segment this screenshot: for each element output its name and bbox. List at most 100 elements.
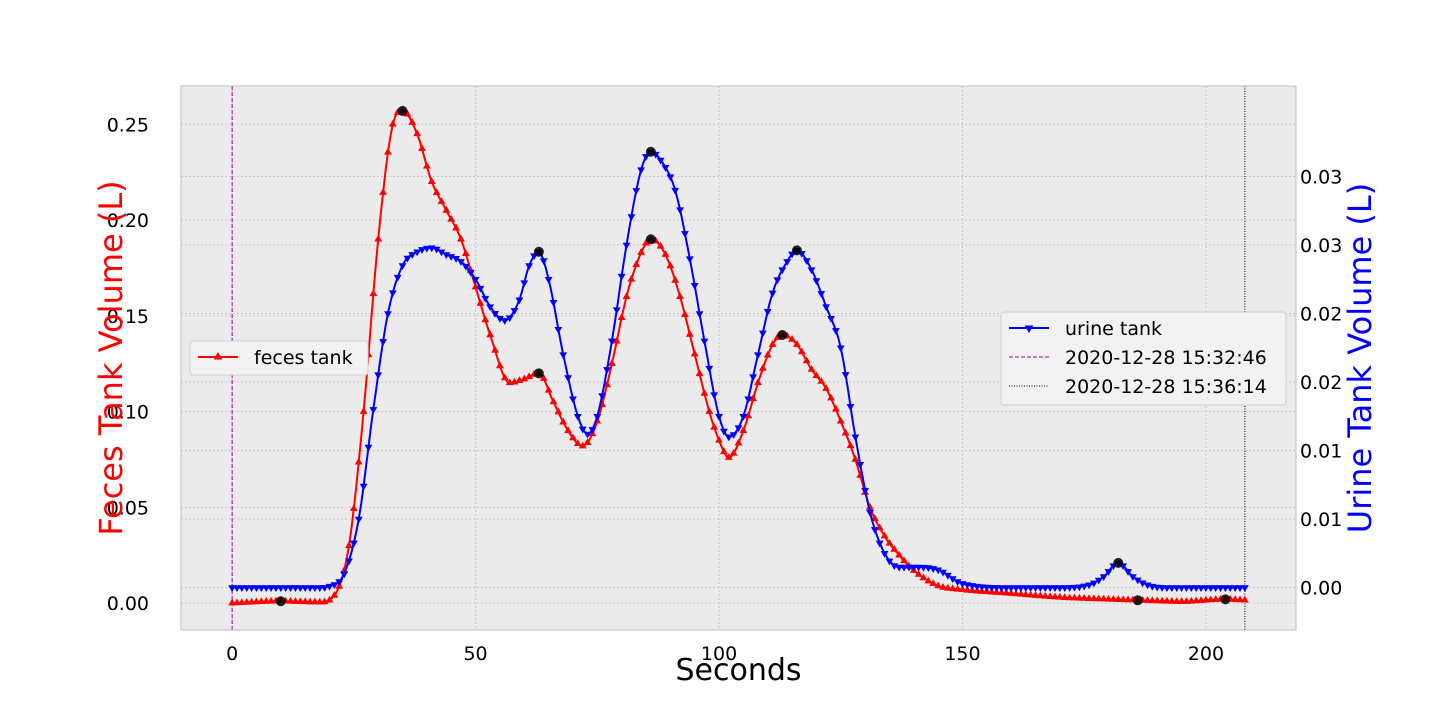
feces-marker [924,576,933,584]
urine-marker [403,255,412,263]
urine-marker [812,278,821,285]
urine-marker [452,256,461,263]
feces-marker [1114,595,1123,602]
feces-marker [1085,594,1093,601]
urine-marker [749,374,758,382]
urine-marker [539,258,548,266]
feces-marker [515,376,524,384]
y-right-tick-label: 0.00 [1300,578,1342,600]
urine-marker [617,273,626,281]
urine-marker [773,277,782,285]
urine-marker [744,396,753,404]
urine-marker [710,392,719,400]
feces-marker [413,129,422,137]
urine-marker [822,304,831,312]
feces-marker [890,545,899,552]
urine-marker [573,413,582,421]
urine-marker [934,567,943,575]
urine-marker [447,254,456,261]
feces-marker [359,407,368,414]
feces-marker [1163,596,1171,604]
feces-marker [617,313,626,320]
feces-marker [934,581,943,589]
feces-marker [301,597,310,605]
feces-marker [564,426,573,434]
legend-urine-box [1000,311,1287,406]
urine-marker [866,509,874,517]
feces-marker [491,345,499,353]
feces-marker [715,435,723,443]
feces-marker [812,371,821,379]
urine-marker [715,413,723,421]
urine-marker [505,315,514,323]
urine-marker [700,338,709,346]
feces-marker [1070,593,1079,601]
feces-marker [943,583,952,591]
y-left-tick-label: 0.15 [107,306,149,328]
feces-marker [1007,589,1016,596]
feces-marker [919,573,928,581]
x-tick-label: 50 [463,643,487,665]
legend-right-label: 2020-12-28 15:32:46 [1065,347,1267,369]
feces-marker [695,369,704,377]
feces-marker [681,310,689,317]
urine-marker [671,187,680,195]
feces-marker [427,177,436,185]
feces-marker [661,250,670,257]
urine-marker [461,263,470,271]
urine-marker [393,274,402,282]
urine-marker [481,295,490,303]
feces-marker [1143,596,1152,603]
feces-marker [963,585,972,593]
urine-marker [349,540,358,548]
urine-marker [598,393,607,400]
feces-marker [1036,591,1045,599]
feces-marker [354,457,363,465]
urine-marker [734,425,743,433]
legend-feces-box [189,340,369,376]
feces-marker [758,364,767,371]
urine-marker [754,352,762,360]
urine-marker [1124,569,1132,576]
feces-marker [1055,592,1064,600]
feces-marker [1041,591,1050,599]
feces-marker [1153,596,1162,604]
feces-marker [486,330,495,338]
feces-marker [325,595,334,603]
feces-marker [1031,591,1040,598]
urine-marker [724,434,733,442]
feces-marker [642,238,650,246]
urine-marker [330,582,339,590]
urine-marker [510,308,519,315]
feces-marker [807,364,816,372]
feces-marker [1231,595,1240,602]
feces-marker [719,447,728,455]
feces-marker [817,376,826,384]
feces-marker [939,582,947,590]
urine-marker [408,252,417,259]
urine-marker [1099,574,1108,582]
feces-marker [749,394,758,402]
urine-marker [569,396,577,404]
urine-marker [554,326,563,334]
urine-marker [564,375,573,382]
urine-marker [831,328,840,335]
urine-marker [695,311,704,318]
urine-peak-dot [791,245,802,256]
feces-marker [793,340,801,347]
feces-peak-dot [645,234,656,245]
feces-marker [612,336,621,344]
y-left-tick-label: 0.20 [107,210,149,232]
y-left-tick-label: 0.10 [107,402,149,424]
feces-marker [471,282,480,290]
urine-marker [642,154,650,161]
feces-marker [690,349,699,357]
urine-marker [758,330,767,338]
urine-marker [418,247,426,254]
urine-marker [607,338,616,346]
legend-urine-marker [1024,325,1034,333]
feces-marker [739,426,748,434]
feces-marker [481,315,490,323]
feces-marker [1051,592,1059,600]
urine-marker [622,242,631,250]
